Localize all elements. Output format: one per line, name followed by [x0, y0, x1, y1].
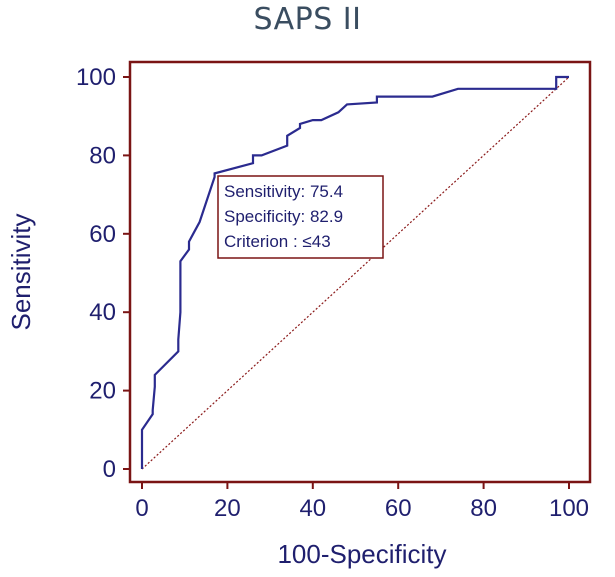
y-tick-label: 40 — [89, 299, 116, 326]
x-tick-label: 40 — [299, 495, 326, 522]
annotation-specificity: Specificity: 82.9 — [224, 207, 343, 226]
x-tick-label: 100 — [549, 495, 589, 522]
axis-ticks: 0 20 40 60 80 100 0 20 40 60 80 100 — [76, 64, 589, 522]
x-tick-label: 0 — [135, 495, 148, 522]
reference-diagonal-line — [141, 76, 570, 470]
y-tick-label: 20 — [89, 378, 116, 405]
criterion-annotation: Sensitivity: 75.4 Specificity: 82.9 Crit… — [217, 175, 384, 259]
y-tick-label: 100 — [76, 64, 116, 91]
roc-curve — [140, 75, 569, 469]
y-tick-label: 0 — [103, 456, 116, 483]
y-axis-label: Sensitivity — [6, 213, 36, 330]
x-axis-label: 100-Specificity — [277, 539, 446, 569]
annotation-sensitivity: Sensitivity: 75.4 — [224, 182, 343, 201]
plot-frame — [128, 60, 592, 484]
y-tick-label: 60 — [89, 221, 116, 248]
y-tick-label: 80 — [89, 142, 116, 169]
x-tick-label: 20 — [214, 495, 241, 522]
chart-title: SAPS II — [253, 2, 362, 37]
x-tick-label: 60 — [385, 495, 412, 522]
annotation-box — [217, 175, 384, 259]
annotation-criterion: Criterion : ≤43 — [224, 232, 331, 251]
x-tick-label: 80 — [470, 495, 497, 522]
